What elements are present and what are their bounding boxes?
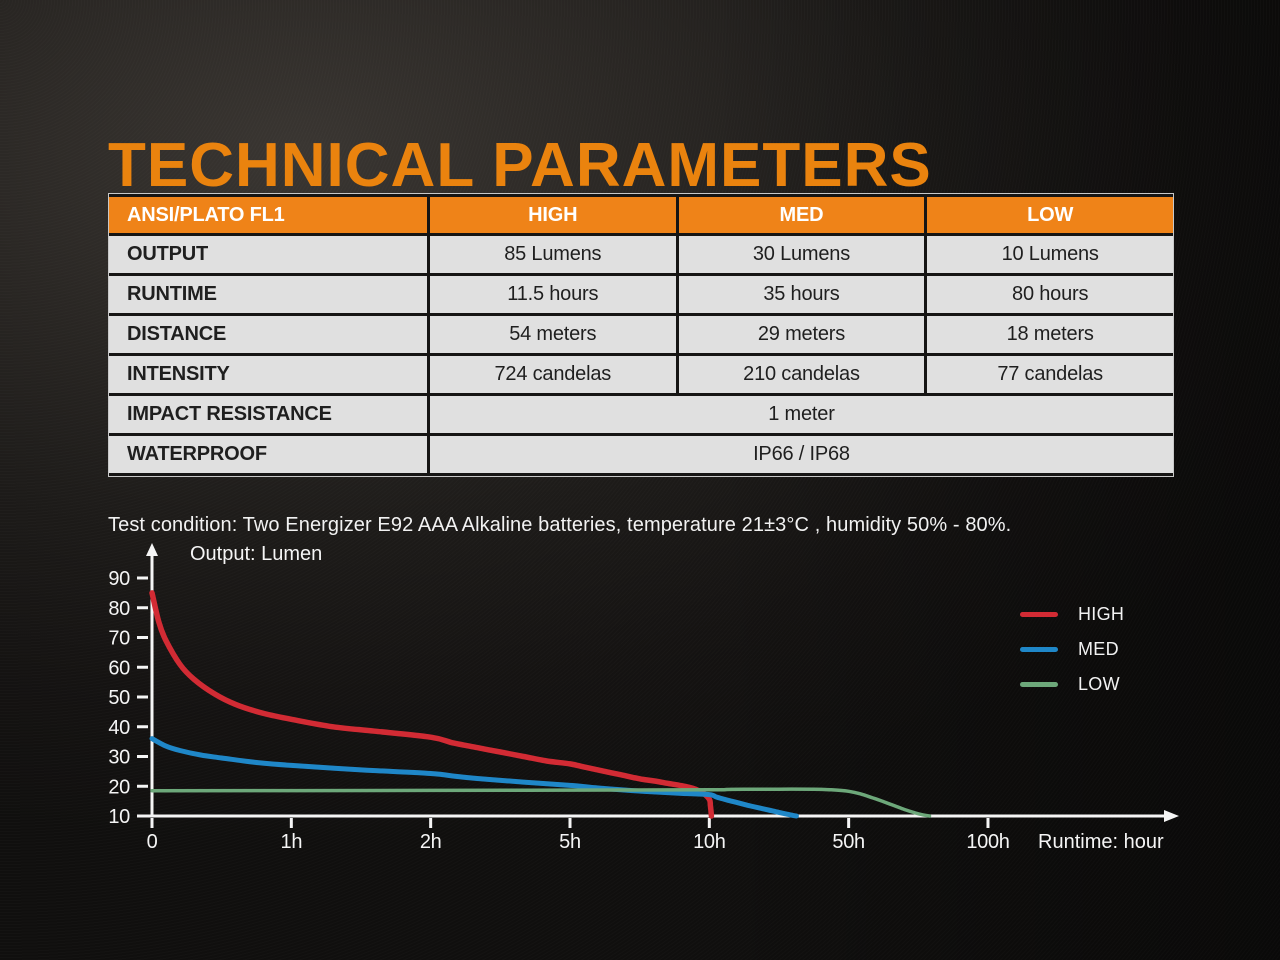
x-tick-label: 1h: [281, 831, 303, 853]
row-value-cell: 80 hours: [924, 276, 1173, 313]
legend-swatch-low-icon: [1020, 681, 1058, 687]
legend-label: LOW: [1078, 673, 1120, 694]
header-row: ANSI/PLATO FL1 HIGH MED LOW: [109, 197, 1173, 233]
header-cell-low: LOW: [924, 197, 1173, 233]
y-tick-label: 70: [108, 628, 130, 650]
y-tick-label: 10: [108, 806, 130, 828]
row-label-cell: RUNTIME: [109, 276, 427, 313]
y-tick-label: 80: [108, 598, 130, 620]
row-label-cell: INTENSITY: [109, 356, 427, 393]
row-value-cell: IP66 / IP68: [426, 436, 1173, 473]
table-row: INTENSITY 724 candelas 210 candelas 77 cand…: [109, 356, 1173, 393]
test-condition-text: Test condition: Two Energizer E92 AAA Al…: [108, 514, 1012, 536]
header-cell-lead: ANSI/PLATO FL1: [109, 197, 427, 233]
spec-table-container: ANSI/PLATO FL1 HIGH MED LOW OUTPUT 85 Lumens…: [108, 193, 1174, 477]
y-tick-label: 50: [108, 687, 130, 709]
y-tick-label: 30: [108, 747, 130, 769]
x-tick-label: 0: [147, 831, 158, 853]
table-row: DISTANCE 54 meters 29 meters 18 meters: [109, 316, 1173, 353]
row-value-cell: 210 candelas: [675, 356, 925, 393]
y-tick-label: 20: [108, 776, 130, 798]
spec-table-header: ANSI/PLATO FL1 HIGH MED LOW: [109, 197, 1173, 233]
row-value-cell: 18 meters: [924, 316, 1173, 353]
legend-swatch-high-icon: [1020, 611, 1058, 617]
y-tick-label: 60: [108, 657, 130, 679]
header-cell-high: HIGH: [426, 197, 676, 233]
series-line-low: [150, 787, 932, 818]
series-line-high: [149, 590, 715, 819]
row-label-cell: DISTANCE: [109, 316, 427, 353]
chart-legend: HIGH MED LOW: [1020, 602, 1124, 707]
table-row: RUNTIME 11.5 hours 35 hours 80 hours: [109, 276, 1173, 313]
row-value-cell: 30 Lumens: [675, 236, 925, 273]
row-label-cell: WATERPROOF: [109, 436, 427, 473]
legend-item-med: MED: [1020, 637, 1124, 661]
page-title: TECHNICAL PARAMETERS: [108, 130, 932, 200]
row-value-cell: 77 candelas: [924, 356, 1173, 393]
y-tick-label: 90: [108, 568, 130, 590]
legend-label: HIGH: [1078, 603, 1125, 624]
y-axis-title: Output: Lumen: [190, 543, 322, 565]
row-label-cell: OUTPUT: [109, 236, 427, 273]
table-row: OUTPUT 85 Lumens 30 Lumens 10 Lumens: [109, 236, 1173, 273]
row-value-cell: 10 Lumens: [924, 236, 1173, 273]
y-tick-label: 40: [108, 717, 130, 739]
row-value-cell: 85 Lumens: [426, 236, 676, 273]
header-cell-med: MED: [675, 197, 925, 233]
y-axis-arrow-icon: [146, 543, 158, 556]
table-row: IMPACT RESISTANCE 1 meter: [109, 396, 1173, 433]
row-value-cell: 54 meters: [426, 316, 676, 353]
x-axis-title: Runtime: hour: [1038, 831, 1164, 853]
row-value-cell: 724 candelas: [426, 356, 676, 393]
series-line-med: [149, 736, 799, 819]
x-tick-label: 100h: [966, 831, 1009, 853]
x-tick-label: 5h: [559, 831, 581, 853]
legend-swatch-med-icon: [1020, 646, 1058, 652]
x-tick-label: 50h: [832, 831, 864, 853]
row-value-cell: 1 meter: [426, 396, 1173, 433]
legend-label: MED: [1078, 638, 1119, 659]
x-tick-label: 10h: [693, 831, 725, 853]
x-tick-label: 2h: [420, 831, 442, 853]
spec-table: ANSI/PLATO FL1 HIGH MED LOW OUTPUT 85 Lumens…: [109, 194, 1173, 476]
x-axis-arrow-icon: [1164, 810, 1179, 822]
table-row: WATERPROOF IP66 / IP68: [109, 436, 1173, 473]
row-value-cell: 35 hours: [675, 276, 925, 313]
spec-table-body: OUTPUT 85 Lumens 30 Lumens 10 Lumens RUNTIME…: [109, 236, 1173, 473]
row-value-cell: 29 meters: [675, 316, 925, 353]
row-label-cell: IMPACT RESISTANCE: [109, 396, 427, 433]
legend-item-high: HIGH: [1020, 602, 1124, 626]
row-value-cell: 11.5 hours: [426, 276, 676, 313]
legend-item-low: LOW: [1020, 672, 1124, 696]
